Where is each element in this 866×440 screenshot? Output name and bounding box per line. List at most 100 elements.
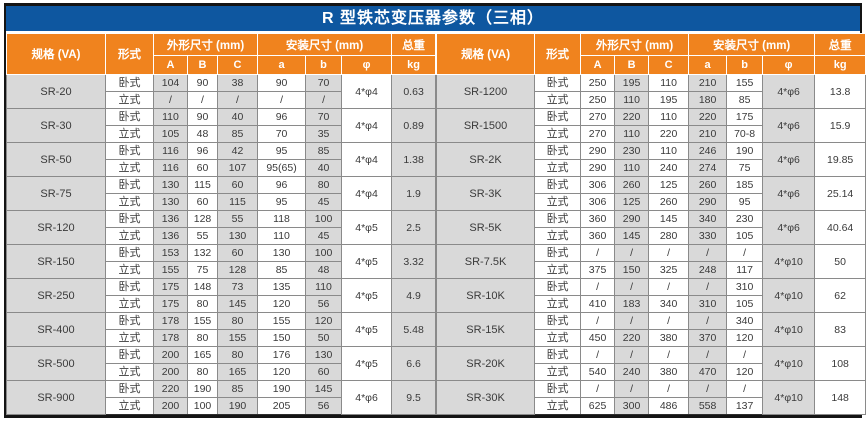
- value-cell: 96: [257, 108, 307, 126]
- value-cell: 110: [614, 125, 650, 143]
- col-header-spec: 规格 (VA): [436, 33, 536, 75]
- value-cell: 56: [305, 397, 343, 415]
- value-cell: 95(65): [257, 159, 307, 177]
- value-cell: 85: [216, 125, 259, 143]
- spec-cell: SR-5K: [436, 210, 536, 245]
- table-row: 立式 625 300 486 558 137: [437, 397, 866, 415]
- table-row: SR-15K 卧式 / / //340 4*φ10 83: [436, 312, 866, 347]
- kg-cell: 1.38: [391, 142, 437, 177]
- phi-cell: 4*φ10: [762, 278, 816, 313]
- value-cell: 136: [153, 210, 188, 228]
- kg-cell: 2.5: [391, 210, 437, 245]
- value-cell: 145: [614, 227, 650, 245]
- value-cell: 80: [187, 329, 218, 347]
- value-cell: 306: [580, 193, 616, 211]
- value-cell: 85: [305, 142, 343, 160]
- value-cell: 240: [648, 159, 690, 177]
- value-cell: 205: [257, 397, 307, 415]
- value-cell: 200: [153, 363, 188, 381]
- value-cell: /: [726, 244, 764, 262]
- value-cell: 260: [688, 176, 728, 194]
- table-row: 立式 105 48 85 70 35: [7, 125, 436, 143]
- form-cell: 立式: [105, 125, 154, 143]
- value-cell: 486: [648, 397, 690, 415]
- value-cell: 165: [216, 363, 259, 381]
- value-cell: /: [648, 380, 690, 398]
- table-row: SR-500 卧式 200 165 80 176 130 4*φ5 6.6: [6, 346, 437, 381]
- value-cell: 130: [153, 193, 188, 211]
- form-cell: 立式: [534, 159, 582, 177]
- form-cell: 立式: [534, 261, 582, 279]
- col-header-C: C: [648, 55, 690, 75]
- value-cell: 70-8: [726, 125, 764, 143]
- value-cell: 325: [648, 261, 690, 279]
- value-cell: 155: [187, 312, 218, 330]
- kg-cell: 108: [814, 346, 866, 381]
- kg-cell: 19.85: [814, 142, 866, 177]
- value-cell: 60: [305, 363, 343, 381]
- value-cell: 70: [305, 108, 343, 126]
- value-cell: /: [305, 91, 343, 109]
- form-cell: 立式: [534, 193, 582, 211]
- table-row: SR-150 卧式 153 132 60 130 100 4*φ5 3.32: [6, 244, 437, 279]
- value-cell: 340: [648, 295, 690, 313]
- value-cell: 60: [216, 244, 259, 262]
- col-header-B: B: [614, 55, 650, 75]
- value-cell: 200: [153, 346, 188, 364]
- form-cell: 立式: [534, 397, 582, 415]
- value-cell: 117: [726, 261, 764, 279]
- kg-cell: 0.89: [391, 108, 437, 143]
- value-cell: 230: [726, 210, 764, 228]
- value-cell: 155: [257, 312, 307, 330]
- table-row: SR-900 卧式 220 190 85 190 145 4*φ6 9.5: [6, 380, 437, 415]
- form-cell: 卧式: [105, 74, 154, 92]
- value-cell: 48: [187, 125, 218, 143]
- value-cell: 80: [305, 176, 343, 194]
- value-cell: 175: [153, 278, 188, 296]
- spec-cell: SR-500: [6, 346, 106, 381]
- value-cell: /: [648, 312, 690, 330]
- value-cell: 120: [257, 295, 307, 313]
- value-cell: 290: [580, 159, 616, 177]
- value-cell: 183: [614, 295, 650, 313]
- spec-cell: SR-7.5K: [436, 244, 536, 279]
- value-cell: 125: [648, 176, 690, 194]
- value-cell: 470: [688, 363, 728, 381]
- value-cell: 150: [614, 261, 650, 279]
- table-row: SR-20 卧式 104 90 38 90 70 4*φ4 0.63: [6, 74, 437, 109]
- right-tbody: SR-1200 卧式 250 195 110 210 155 4*φ6 13.8 立式 250 110…: [436, 74, 866, 415]
- value-cell: 155: [153, 261, 188, 279]
- col-header-outline: 外形尺寸 (mm): [580, 33, 690, 56]
- value-cell: 110: [648, 74, 690, 92]
- phi-cell: 4*φ6: [762, 210, 816, 245]
- table-row: 立式 270 110 220 210 70-8: [437, 125, 866, 143]
- value-cell: 178: [153, 329, 188, 347]
- value-cell: 100: [305, 244, 343, 262]
- form-cell: 立式: [105, 227, 154, 245]
- value-cell: /: [580, 278, 616, 296]
- col-header-form: 形式: [534, 33, 582, 75]
- value-cell: 360: [580, 227, 616, 245]
- value-cell: 60: [187, 193, 218, 211]
- value-cell: 107: [216, 159, 259, 177]
- kg-cell: 4.9: [391, 278, 437, 313]
- value-cell: 132: [187, 244, 218, 262]
- value-cell: 42: [216, 142, 259, 160]
- col-header-phi: φ: [762, 55, 816, 75]
- value-cell: 116: [153, 142, 188, 160]
- table-row: 立式 175 80 145 120 56: [7, 295, 436, 313]
- kg-cell: 9.5: [391, 380, 437, 415]
- spec-cell: SR-10K: [436, 278, 536, 313]
- value-cell: 410: [580, 295, 616, 313]
- value-cell: 260: [648, 193, 690, 211]
- value-cell: 100: [305, 210, 343, 228]
- col-header-weight: 总重: [814, 33, 866, 56]
- value-cell: 35: [305, 125, 343, 143]
- value-cell: 120: [305, 312, 343, 330]
- form-cell: 立式: [105, 159, 154, 177]
- value-cell: /: [614, 278, 650, 296]
- value-cell: 128: [187, 210, 218, 228]
- table-row: 立式 375 150 325 248 117: [437, 261, 866, 279]
- value-cell: 148: [187, 278, 218, 296]
- table-row: SR-30 卧式 110 90 40 96 70 4*φ4 0.89: [6, 108, 437, 143]
